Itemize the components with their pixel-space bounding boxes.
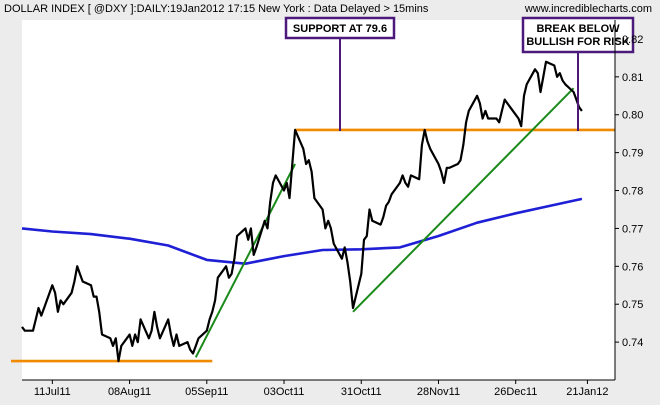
annotation-text-break: BULLISH FOR RISK: [526, 36, 629, 48]
x-tick-label: 31Oct11: [341, 386, 382, 398]
y-tick-label: 0.80: [622, 110, 643, 122]
x-tick-label: 26Dec11: [494, 386, 537, 398]
trendline: [352, 87, 575, 313]
annotation-text-support: SUPPORT AT 79.6: [293, 23, 387, 35]
y-tick-label: 0.74: [622, 337, 643, 349]
price-line: [21, 60, 583, 363]
chart-title: DOLLAR INDEX [ @DXY ]:DAILY:19Jan2012 17…: [4, 3, 429, 15]
axis-layer: 0.74 0.75 0.76 0.77 0.78 0.79 0.80 0.81 0.82 11Ju…: [22, 20, 643, 398]
x-tick-label: 08Aug11: [108, 386, 151, 398]
y-tick-label: 0.75: [622, 299, 643, 311]
x-tick-label: 05Sep11: [185, 386, 228, 398]
y-tick-label: 0.77: [622, 223, 643, 235]
y-tick-label: 0.81: [622, 72, 643, 84]
x-tick-label: 28Nov11: [417, 386, 460, 398]
trendline: [194, 163, 296, 358]
annotation-text-break: BREAK BELOW: [536, 23, 620, 35]
annotation-box-support: [284, 16, 396, 40]
x-tick-label: 11Jul11: [34, 386, 71, 398]
y-tick-label: 0.79: [622, 148, 643, 160]
x-tick-label: 03Oct11: [264, 386, 305, 398]
moving-average-line: [21, 197, 583, 266]
series-layer: [11, 60, 615, 363]
plot-area: [22, 20, 615, 380]
y-tick-label: 0.82: [622, 34, 643, 46]
x-tick-label: 21Jan12: [566, 386, 608, 398]
y-tick-label: 0.78: [622, 186, 643, 198]
site-watermark: www.incrediblecharts.com: [524, 3, 652, 15]
y-tick-label: 0.76: [622, 261, 643, 273]
